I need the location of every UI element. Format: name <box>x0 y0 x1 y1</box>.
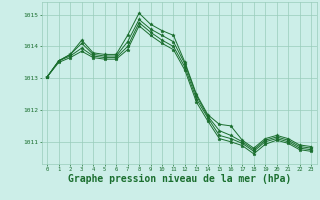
X-axis label: Graphe pression niveau de la mer (hPa): Graphe pression niveau de la mer (hPa) <box>68 174 291 184</box>
